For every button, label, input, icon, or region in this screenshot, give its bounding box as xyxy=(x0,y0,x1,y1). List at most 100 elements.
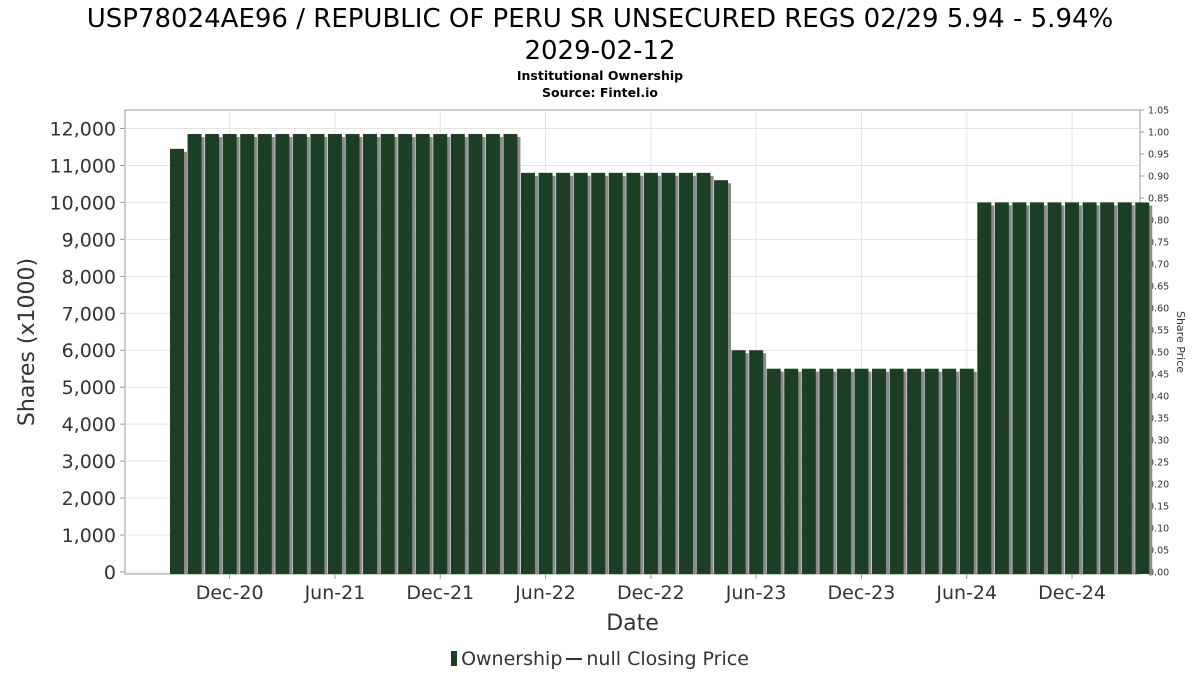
bar xyxy=(1047,202,1062,574)
bar xyxy=(714,180,729,574)
bar xyxy=(275,134,290,575)
bar xyxy=(661,172,676,574)
bar xyxy=(556,172,571,574)
bar xyxy=(784,368,799,574)
bar xyxy=(1029,202,1044,574)
x-tick-label: Dec-24 xyxy=(1038,582,1106,604)
y-tick-label: 8,000 xyxy=(62,266,116,288)
bar xyxy=(1082,202,1097,574)
y-right-tick-label: 0.10 xyxy=(1148,524,1169,535)
closing-price-legend-line xyxy=(566,658,583,660)
chart-source: Source: Fintel.io xyxy=(542,85,658,100)
bar xyxy=(889,368,904,574)
bar xyxy=(678,172,693,574)
x-axis-title: Date xyxy=(606,611,659,636)
bar xyxy=(468,134,483,575)
y-right-tick-label: 0.45 xyxy=(1148,370,1169,381)
bar xyxy=(380,134,395,575)
bar xyxy=(415,134,430,575)
y-right-tick-label: 0.90 xyxy=(1148,172,1169,183)
bar xyxy=(450,134,465,575)
chart-title: USP78024AE96 / REPUBLIC OF PERU SR UNSEC… xyxy=(0,3,1200,67)
bar xyxy=(573,172,588,574)
x-tick-label: Dec-20 xyxy=(196,582,264,604)
y-tick-label: 12,000 xyxy=(50,118,116,140)
bar xyxy=(205,134,220,575)
chart-title-line-2: 2029-02-12 xyxy=(524,36,676,66)
y-right-tick-label: 0.60 xyxy=(1148,304,1169,315)
bar xyxy=(608,172,623,574)
y-right-tick-label: 0.55 xyxy=(1148,326,1169,337)
y-right-tick-label: 0.30 xyxy=(1148,436,1169,447)
y-tick-label: 9,000 xyxy=(62,229,116,251)
bar xyxy=(591,172,606,574)
bar xyxy=(924,368,939,574)
bar xyxy=(942,368,957,574)
bar xyxy=(801,368,816,574)
y-right-tick-label: 0.80 xyxy=(1148,216,1169,227)
bar xyxy=(327,134,342,575)
bar xyxy=(187,134,202,575)
chart-title-line-1: USP78024AE96 / REPUBLIC OF PERU SR UNSEC… xyxy=(86,4,1114,34)
bar xyxy=(485,134,500,575)
bar xyxy=(959,368,974,574)
y-right-tick-label: 0.95 xyxy=(1148,150,1169,161)
bar xyxy=(503,134,518,575)
y-right-tick-label: 0.40 xyxy=(1148,392,1169,403)
bar xyxy=(696,172,711,574)
bar xyxy=(836,368,851,574)
bar xyxy=(1135,202,1150,574)
y-right-tick-label: 0.00 xyxy=(1148,568,1169,579)
bar xyxy=(626,172,641,574)
x-tick-label: Jun-24 xyxy=(935,582,997,604)
chart-subtitle: Institutional Ownership xyxy=(516,68,684,83)
legend-ownership-label: Ownership xyxy=(461,648,563,670)
bar xyxy=(1117,202,1132,574)
bar xyxy=(345,134,360,575)
y-tick-label: 0 xyxy=(104,562,116,584)
y-tick-label: 10,000 xyxy=(50,192,116,214)
y-right-tick-label: 0.75 xyxy=(1148,238,1169,249)
bar xyxy=(240,134,255,575)
y-right-tick-label: 1.00 xyxy=(1148,128,1169,139)
y-tick-label: 2,000 xyxy=(62,488,116,510)
bar xyxy=(363,134,378,575)
bar xyxy=(310,134,325,575)
y-tick-label: 6,000 xyxy=(62,340,116,362)
bar xyxy=(398,134,413,575)
x-tick-label: Dec-21 xyxy=(406,582,474,604)
bar xyxy=(854,368,869,574)
y-tick-label: 7,000 xyxy=(62,303,116,325)
y-tick-label: 1,000 xyxy=(62,525,116,547)
y-axis-title: Shares (x1000) xyxy=(15,258,40,426)
y-right-tick-label: 0.85 xyxy=(1148,194,1169,205)
bar xyxy=(433,134,448,575)
bar xyxy=(538,172,553,574)
x-tick-label: Jun-22 xyxy=(514,582,576,604)
y-tick-label: 3,000 xyxy=(62,451,116,473)
bar xyxy=(1100,202,1115,574)
bar xyxy=(521,172,535,574)
y-right-tick-label: 0.15 xyxy=(1148,502,1169,513)
legend-closing-price-label: null Closing Price xyxy=(586,648,749,670)
bar xyxy=(1012,202,1027,574)
bar xyxy=(819,368,834,574)
y-right-tick-label: 1.05 xyxy=(1148,106,1169,117)
ownership-legend-swatch xyxy=(451,651,458,666)
bar xyxy=(994,202,1009,574)
y-tick-label: 4,000 xyxy=(62,414,116,436)
x-tick-label: Jun-21 xyxy=(304,582,366,604)
bar xyxy=(257,134,272,575)
y-right-tick-label: 0.05 xyxy=(1148,546,1169,557)
bar xyxy=(872,368,886,574)
y-right-tick-label: 0.25 xyxy=(1148,458,1169,469)
y-right-tick-label: 0.50 xyxy=(1148,348,1169,359)
bar xyxy=(1065,202,1080,574)
x-tick-label: Dec-22 xyxy=(617,582,685,604)
y-right-tick-label: 0.65 xyxy=(1148,282,1169,293)
bar xyxy=(292,134,307,575)
y-tick-label: 5,000 xyxy=(62,377,116,399)
bar xyxy=(907,368,922,574)
bar xyxy=(749,350,764,574)
